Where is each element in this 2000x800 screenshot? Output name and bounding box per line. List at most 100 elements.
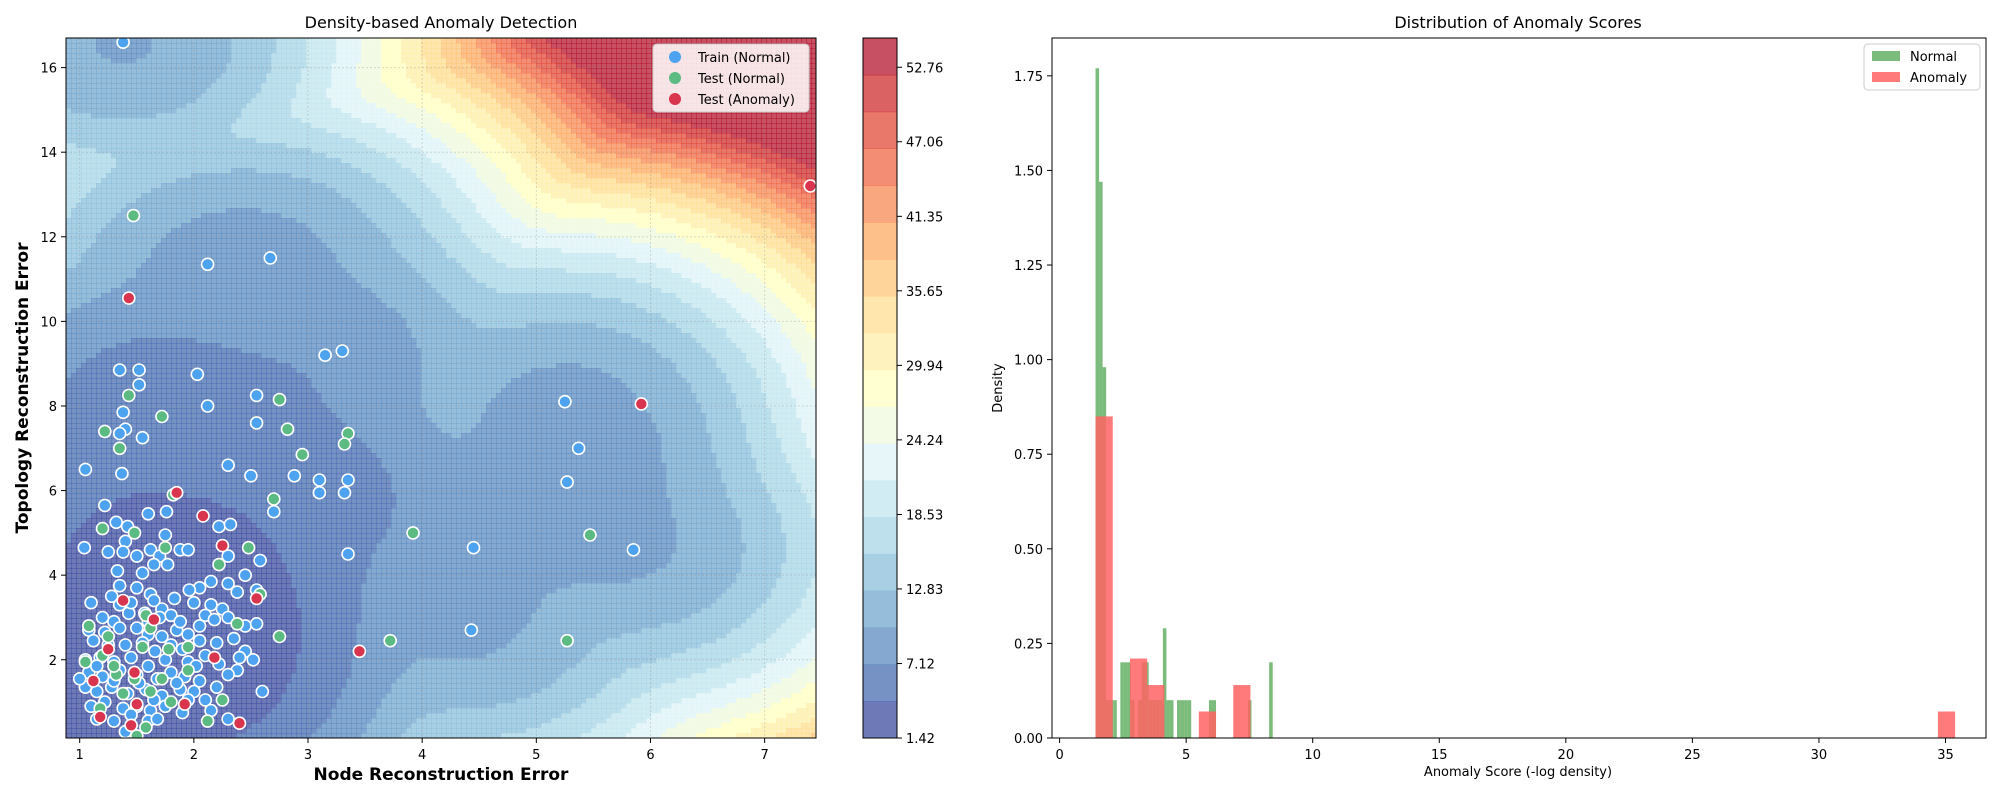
contour-cell [456, 108, 462, 114]
contour-cell [251, 98, 257, 104]
contour-cell [506, 88, 512, 94]
contour-cell [551, 83, 557, 89]
contour-cell [461, 53, 467, 59]
contour-cell [361, 128, 367, 134]
contour-cell [196, 203, 202, 209]
contour-cell [291, 83, 297, 89]
contour-cell [226, 133, 232, 139]
contour-cell [516, 118, 522, 124]
contour-cell [426, 113, 432, 119]
contour-cell [306, 143, 312, 149]
contour-cell [496, 103, 502, 109]
contour-cell [501, 108, 507, 114]
contour-cell [611, 188, 617, 194]
contour-cell [421, 138, 427, 144]
contour-cell [91, 43, 97, 49]
contour-cell [66, 103, 72, 109]
contour-cell [261, 118, 267, 124]
contour-cell [301, 98, 307, 104]
contour-cell [291, 163, 297, 169]
contour-cell [736, 123, 742, 129]
contour-cell [116, 63, 122, 69]
contour-cell [446, 143, 452, 149]
contour-cell [396, 83, 402, 89]
contour-cell [621, 38, 627, 44]
contour-cell [581, 43, 587, 49]
contour-cell [141, 118, 147, 124]
contour-cell [461, 198, 467, 204]
contour-cell [811, 38, 816, 44]
contour-cell [556, 58, 562, 64]
contour-cell [496, 98, 502, 104]
contour-cell [421, 113, 427, 119]
contour-cell [541, 38, 547, 44]
contour-cell [246, 83, 252, 89]
contour-cell [586, 163, 592, 169]
contour-cell [491, 188, 497, 194]
contour-cell [361, 78, 367, 84]
contour-cell [346, 63, 352, 69]
contour-cell [596, 193, 602, 199]
contour-cell [91, 163, 97, 169]
contour-cell [751, 138, 757, 144]
contour-cell [321, 173, 327, 179]
contour-cell [341, 43, 347, 49]
contour-cell [586, 113, 592, 119]
contour-cell [96, 138, 102, 144]
contour-cell [441, 43, 447, 49]
contour-cell [511, 53, 517, 59]
contour-cell [136, 73, 142, 79]
contour-cell [76, 128, 82, 134]
contour-cell [306, 48, 312, 54]
contour-cell [81, 203, 87, 209]
contour-cell [571, 143, 577, 149]
contour-cell [111, 98, 117, 104]
contour-cell [736, 143, 742, 149]
contour-cell [291, 168, 297, 174]
contour-cell [761, 168, 767, 174]
contour-cell [396, 118, 402, 124]
contour-cell [576, 188, 582, 194]
contour-cell [206, 198, 212, 204]
contour-cell [266, 103, 272, 109]
contour-cell [256, 198, 262, 204]
contour-cell [631, 63, 637, 69]
contour-cell [396, 143, 402, 149]
contour-cell [786, 113, 792, 119]
contour-cell [146, 123, 152, 129]
contour-cell [326, 118, 332, 124]
contour-cell [256, 123, 262, 129]
contour-cell [346, 78, 352, 84]
contour-cell [661, 143, 667, 149]
contour-cell [426, 158, 432, 164]
contour-cell [156, 143, 162, 149]
contour-cell [726, 163, 732, 169]
contour-cell [396, 183, 402, 189]
contour-cell [201, 148, 207, 154]
contour-cell [396, 93, 402, 99]
contour-cell [516, 88, 522, 94]
contour-cell [366, 68, 372, 74]
contour-cell [291, 158, 297, 164]
contour-cell [226, 73, 232, 79]
contour-cell [606, 118, 612, 124]
contour-cell [141, 138, 147, 144]
contour-cell [176, 113, 182, 119]
contour-cell [556, 103, 562, 109]
contour-cell [386, 43, 392, 49]
contour-cell [471, 88, 477, 94]
contour-cell [226, 183, 232, 189]
contour-cell [166, 113, 172, 119]
contour-cell [571, 148, 577, 154]
contour-cell [221, 173, 227, 179]
contour-cell [131, 188, 137, 194]
contour-cell [311, 73, 317, 79]
contour-cell [646, 83, 652, 89]
contour-cell [561, 158, 567, 164]
contour-cell [261, 113, 267, 119]
contour-cell [186, 78, 192, 84]
contour-cell [796, 163, 802, 169]
contour-cell [576, 58, 582, 64]
contour-cell [146, 88, 152, 94]
contour-cell [241, 173, 247, 179]
